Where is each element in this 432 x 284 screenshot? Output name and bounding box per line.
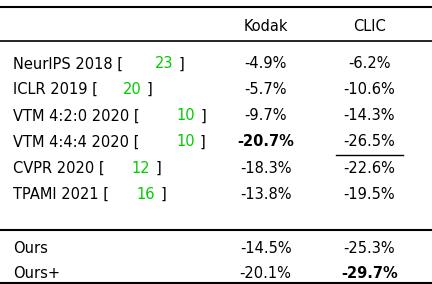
Text: -4.9%: -4.9% (245, 57, 287, 71)
Text: CVPR 2020 [: CVPR 2020 [ (13, 161, 105, 176)
Text: TPAMI 2021 [: TPAMI 2021 [ (13, 187, 109, 202)
Text: -9.7%: -9.7% (245, 108, 287, 123)
Text: -26.5%: -26.5% (343, 135, 395, 149)
Text: 10: 10 (176, 135, 195, 149)
Text: NeurIPS 2018 [: NeurIPS 2018 [ (13, 57, 123, 71)
Text: -20.7%: -20.7% (237, 135, 294, 149)
Text: ]: ] (161, 187, 166, 202)
Text: -20.1%: -20.1% (240, 266, 292, 281)
Text: -18.3%: -18.3% (240, 161, 292, 176)
Text: VTM 4:4:4 2020 [: VTM 4:4:4 2020 [ (13, 135, 140, 149)
Text: 16: 16 (137, 187, 156, 202)
Text: ICLR 2019 [: ICLR 2019 [ (13, 82, 98, 97)
Text: ]: ] (200, 108, 206, 123)
Text: -14.3%: -14.3% (343, 108, 395, 123)
Text: ]: ] (147, 82, 152, 97)
Text: Ours+: Ours+ (13, 266, 60, 281)
Text: -13.8%: -13.8% (240, 187, 292, 202)
Text: -25.3%: -25.3% (343, 241, 395, 256)
Text: -6.2%: -6.2% (348, 57, 391, 71)
Text: 10: 10 (176, 108, 195, 123)
Text: 23: 23 (155, 57, 173, 71)
Text: ]: ] (155, 161, 161, 176)
Text: Ours: Ours (13, 241, 48, 256)
Text: 20: 20 (123, 82, 141, 97)
Text: VTM 4:2:0 2020 [: VTM 4:2:0 2020 [ (13, 108, 140, 123)
Text: ]: ] (200, 135, 206, 149)
Text: -14.5%: -14.5% (240, 241, 292, 256)
Text: ]: ] (179, 57, 184, 71)
Text: -22.6%: -22.6% (343, 161, 395, 176)
Text: 12: 12 (131, 161, 150, 176)
Text: -10.6%: -10.6% (343, 82, 395, 97)
Text: Kodak: Kodak (243, 20, 288, 34)
Text: -5.7%: -5.7% (245, 82, 287, 97)
Text: -19.5%: -19.5% (343, 187, 395, 202)
Text: CLIC: CLIC (353, 20, 386, 34)
Text: -29.7%: -29.7% (341, 266, 398, 281)
